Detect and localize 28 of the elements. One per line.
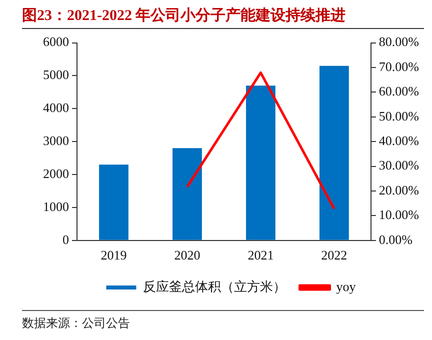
y2-tick-label: 50.00% [378,108,420,124]
bar [319,66,349,240]
y2-tick-label: 60.00% [378,84,420,99]
y-tick-label: 5000 [43,67,69,82]
x-tick-label: 2021 [248,248,274,263]
bar [172,148,202,240]
legend-label: 反应釜总体积（立方米） [142,278,286,294]
y2-tick-label: 30.00% [378,158,420,173]
y-tick-label: 1000 [43,198,69,214]
y-tick-label: 4000 [43,100,69,116]
x-tick-label: 2019 [100,248,127,263]
y2-tick-label: 10.00% [378,207,420,222]
y2-tick-label: 20.00% [378,182,420,198]
bar [246,86,276,240]
x-tick-label: 2022 [321,248,348,263]
y2-tick-label: 40.00% [378,133,420,148]
chart-title: 图23：2021-2022 年公司小分子产能建设持续推进 [22,6,424,29]
y2-tick-label: 80.00% [378,34,420,50]
bar [99,164,128,240]
y-tick-label: 3000 [43,133,69,148]
y2-tick-label: 70.00% [378,58,420,74]
legend-label: yoy [336,278,356,294]
y-tick-label: 2000 [43,166,69,181]
y2-tick-label: 0.00% [378,232,413,247]
y-tick-label: 0 [62,232,69,247]
y-tick-label: 6000 [43,34,69,50]
x-tick-label: 2020 [174,248,200,263]
source-note: 数据来源：公司公告 [22,310,424,332]
